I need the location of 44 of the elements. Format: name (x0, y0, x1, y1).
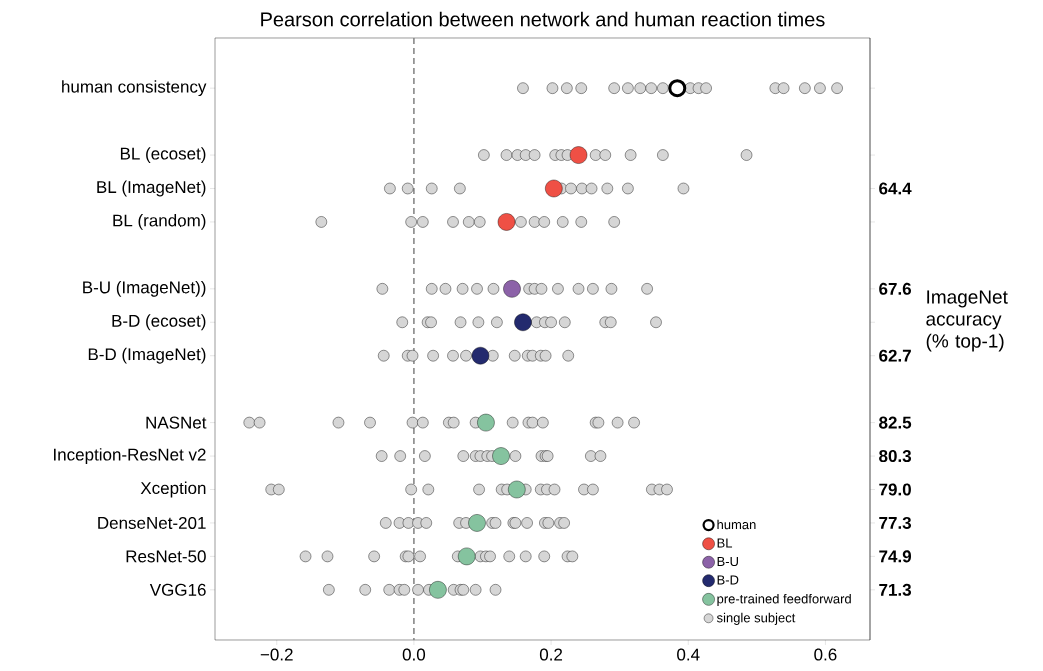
point (471, 347, 490, 365)
legend-label: single subject (716, 612, 796, 625)
y2-tick-label: 64.4 (879, 182, 912, 195)
y-tick-label: human consistency (62, 80, 207, 97)
point (545, 179, 563, 198)
y2-tick-label: 74.9 (879, 550, 911, 563)
y2-axis-title: ImageNet accuracy (% top-1) (926, 290, 1008, 352)
point (477, 413, 495, 432)
y-tick-label: BL (ecoset) (120, 147, 206, 163)
x-tick-label: 0.6 (814, 648, 837, 661)
y-tick-label: B-D (ImageNet) (88, 347, 206, 364)
y-tick-label: ResNet-50 (126, 550, 206, 563)
legend-label: B-D (717, 575, 739, 585)
y2-tick-label: 80.3 (879, 450, 912, 463)
y-tick-label: NASNet (146, 416, 207, 429)
legend-label: BL (717, 538, 733, 548)
y2-tick-label: 79.0 (879, 483, 911, 496)
legend-label: human (717, 519, 756, 530)
y-tick-label: Xception (140, 481, 206, 498)
x-tick-label: 0.4 (677, 648, 700, 661)
y2-tick-label: 62.7 (879, 349, 911, 362)
y-tick-label: DenseNet-201 (98, 516, 206, 529)
x-tick-label: 0.2 (539, 648, 563, 661)
x-tick-label: −0.2 (260, 648, 293, 661)
y2-tick-label: 71.3 (879, 583, 912, 596)
point (569, 146, 588, 164)
x-tick-label: 0.0 (402, 648, 426, 661)
y-tick-label: B-U (ImageNet)) (83, 280, 206, 297)
y2-tick-label: 67.6 (879, 282, 912, 295)
y-tick-label: Inception-ResNet v2 (54, 448, 206, 464)
y2-tick-label: 77.3 (879, 516, 912, 529)
chart-title: Pearson correlation between network and human reaction times (261, 11, 825, 27)
point (668, 79, 687, 98)
legend-label: B-U (717, 557, 738, 567)
point (497, 213, 516, 231)
y-tick-label: VGG16 (149, 583, 206, 596)
point (514, 313, 532, 331)
y-tick-label: B-D (ecoset) (112, 314, 206, 331)
point (468, 514, 486, 532)
y2-tick-label: 82.5 (879, 416, 912, 429)
y-tick-label: BL (random) (113, 214, 206, 230)
y-tick-label: BL (ImageNet) (97, 180, 206, 197)
legend-label: pre-trained feedforward (717, 593, 851, 607)
point (503, 280, 521, 298)
